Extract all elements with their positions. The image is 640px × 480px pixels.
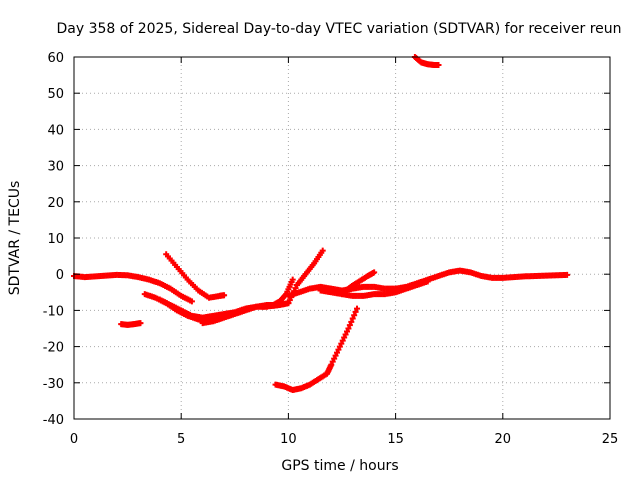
data-point bbox=[329, 358, 336, 365]
y-tick-label: 20 bbox=[47, 196, 64, 211]
x-tick-label: 15 bbox=[387, 432, 404, 447]
data-point bbox=[371, 269, 378, 276]
data-point bbox=[319, 247, 326, 254]
data-point bbox=[335, 346, 342, 353]
y-tick-label: 60 bbox=[47, 51, 64, 66]
y-tick-label: 30 bbox=[47, 160, 64, 175]
data-point bbox=[424, 278, 431, 285]
x-tick-label: 10 bbox=[280, 432, 297, 447]
data-point bbox=[292, 285, 299, 292]
data-point bbox=[338, 340, 345, 347]
data-point bbox=[349, 315, 356, 322]
data-point bbox=[348, 318, 355, 325]
series-track-k bbox=[317, 278, 431, 299]
y-tick-label: 10 bbox=[47, 232, 64, 247]
data-point bbox=[188, 298, 195, 305]
y-tick-label: 40 bbox=[47, 123, 64, 138]
series-track-l bbox=[339, 269, 378, 298]
x-axis-label: GPS time / hours bbox=[281, 458, 398, 474]
x-tick-label: 20 bbox=[495, 432, 512, 447]
y-axis-label: SDTVAR / TECUs bbox=[7, 181, 23, 296]
series-track-a bbox=[71, 271, 195, 305]
data-point bbox=[564, 271, 571, 278]
x-tick-label: 25 bbox=[602, 432, 619, 447]
chart-title: Day 358 of 2025, Sidereal Day-to-day VTE… bbox=[56, 21, 621, 37]
plot-area bbox=[71, 54, 571, 394]
data-point bbox=[342, 331, 349, 338]
data-point bbox=[351, 312, 358, 319]
series-track-b bbox=[118, 320, 144, 328]
series-track-i bbox=[272, 305, 361, 394]
y-tick-label: 0 bbox=[56, 268, 64, 283]
data-point bbox=[331, 355, 338, 362]
data-point bbox=[221, 292, 228, 299]
grid-lines bbox=[74, 57, 610, 419]
x-tick-label: 5 bbox=[177, 432, 185, 447]
axis-ticks: 0 5 10 15 20 25 -40 -30 -20 -10 0 10 20 30 40 50 60 bbox=[43, 51, 619, 447]
data-point bbox=[289, 276, 296, 283]
data-point bbox=[332, 352, 339, 359]
data-point bbox=[336, 343, 343, 350]
y-tick-label: -30 bbox=[43, 377, 64, 392]
data-point bbox=[346, 322, 353, 329]
data-point bbox=[344, 328, 351, 335]
data-point bbox=[328, 361, 335, 368]
series-track-d bbox=[163, 251, 228, 301]
y-tick-label: -10 bbox=[43, 304, 64, 319]
series-track-m bbox=[411, 54, 442, 68]
data-point bbox=[341, 334, 348, 341]
data-point bbox=[339, 337, 346, 344]
data-point bbox=[354, 305, 361, 312]
data-point bbox=[345, 325, 352, 332]
y-tick-label: -40 bbox=[43, 413, 64, 428]
data-point bbox=[352, 308, 359, 315]
y-tick-label: 50 bbox=[47, 87, 64, 102]
data-point bbox=[285, 300, 292, 307]
data-point bbox=[333, 349, 340, 356]
series-track-h bbox=[270, 276, 296, 308]
x-tick-label: 0 bbox=[70, 432, 78, 447]
data-point bbox=[435, 61, 442, 68]
y-tick-label: -20 bbox=[43, 341, 64, 356]
data-point bbox=[137, 320, 144, 327]
